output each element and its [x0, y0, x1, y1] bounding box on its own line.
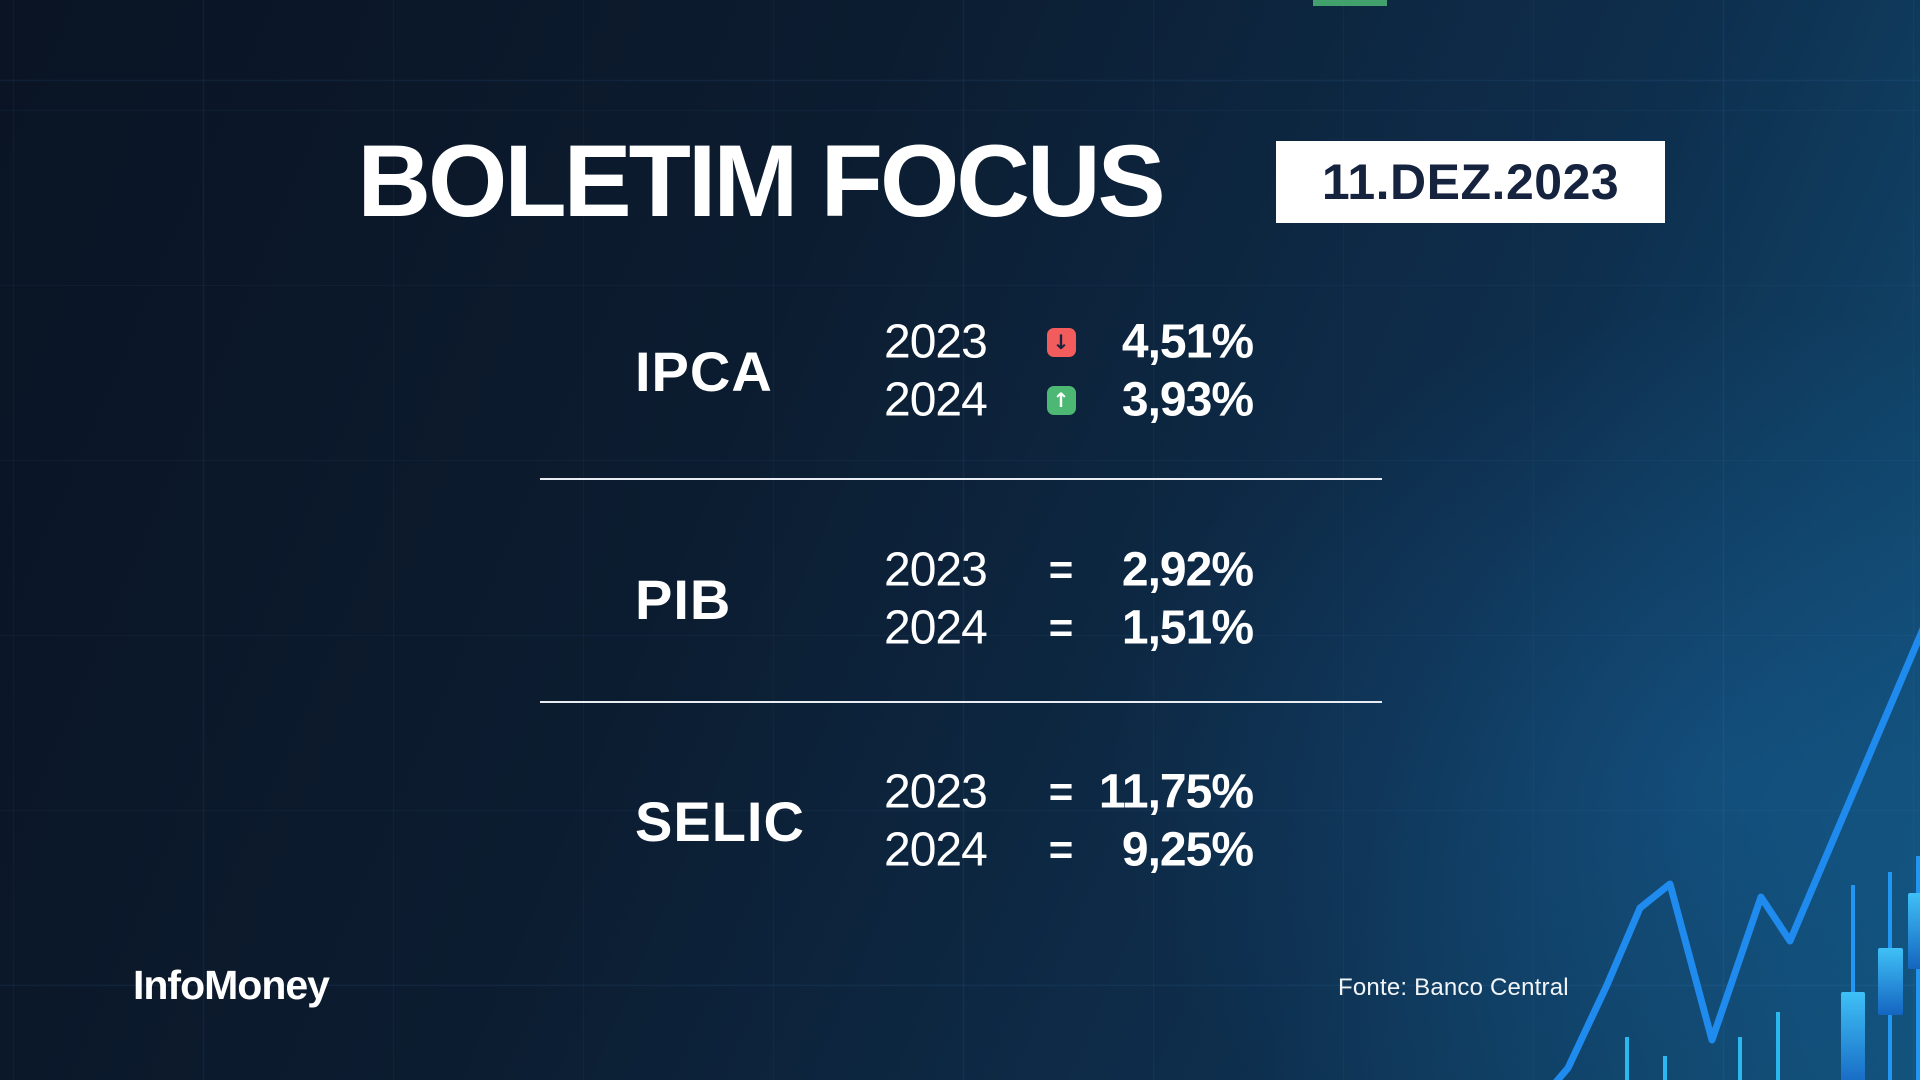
candlesticks	[1841, 856, 1920, 1080]
indicator-cell: =	[1014, 763, 1108, 821]
equals-sign: =	[1048, 826, 1074, 873]
infomoney-logo: InfoMoney	[133, 962, 330, 1008]
year-label: 2024	[884, 823, 988, 877]
year-label: 2024	[884, 601, 988, 655]
value-label: 11,75%	[1098, 765, 1254, 819]
equals-sign: =	[1048, 604, 1074, 651]
trend-up-icon: ↑	[1046, 385, 1076, 415]
value-label: 9,25%	[1121, 823, 1254, 877]
page-title: BOLETIM FOCUS	[357, 124, 1165, 238]
volume-ticks	[1625, 1012, 1780, 1080]
line-chart	[1553, 627, 1920, 1080]
year-label: 2023	[884, 543, 988, 597]
metric-rows: 2023 = 2,92% 2024 = 1,51%	[884, 541, 1254, 657]
equals-sign: =	[1048, 546, 1074, 593]
value-label: 3,93%	[1121, 373, 1254, 427]
date-badge: 11.DEZ.2023	[1276, 141, 1665, 223]
data-row: 2024 ↑ 3,93%	[884, 371, 1254, 429]
section-pib: PIB 2023 = 2,92% 2024 = 1,51%	[635, 541, 1380, 657]
data-row: 2023 = 2,92%	[884, 541, 1254, 599]
metric-rows: 2023 ↓ 4,51% 2024 ↑ 3,93%	[884, 313, 1254, 429]
indicator-cell: ↓	[1014, 313, 1108, 371]
data-row: 2023 = 11,75%	[884, 763, 1254, 821]
metric-label: IPCA	[635, 339, 773, 403]
year-label: 2023	[884, 765, 988, 819]
trend-down-icon: ↓	[1046, 327, 1076, 357]
section-divider	[540, 701, 1382, 703]
green-top-bar	[1313, 0, 1387, 6]
section-ipca: IPCA 2023 ↓ 4,51% 2024 ↑ 3,93%	[635, 313, 1380, 429]
indicator-cell: =	[1014, 599, 1108, 657]
section-selic: SELIC 2023 = 11,75% 2024 = 9,25%	[635, 763, 1380, 879]
value-label: 2,92%	[1121, 543, 1254, 597]
data-row: 2024 = 1,51%	[884, 599, 1254, 657]
metric-label: SELIC	[635, 789, 805, 853]
indicator-cell: =	[1014, 541, 1108, 599]
metric-rows: 2023 = 11,75% 2024 = 9,25%	[884, 763, 1254, 879]
value-label: 1,51%	[1121, 601, 1254, 655]
value-label: 4,51%	[1121, 315, 1254, 369]
source-credit: Fonte: Banco Central	[1338, 974, 1569, 1001]
section-divider	[540, 478, 1382, 480]
indicator-cell: ↑	[1014, 371, 1108, 429]
equals-sign: =	[1048, 768, 1074, 815]
metric-label: PIB	[635, 567, 732, 631]
data-row: 2024 = 9,25%	[884, 821, 1254, 879]
year-label: 2023	[884, 315, 988, 369]
indicator-cell: =	[1014, 821, 1108, 879]
data-row: 2023 ↓ 4,51%	[884, 313, 1254, 371]
year-label: 2024	[884, 373, 988, 427]
